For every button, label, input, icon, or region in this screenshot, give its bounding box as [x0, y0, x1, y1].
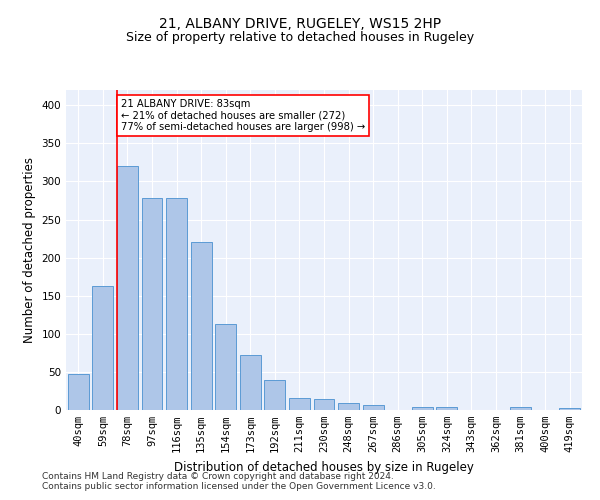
Y-axis label: Number of detached properties: Number of detached properties — [23, 157, 36, 343]
Bar — [240, 355, 261, 410]
Bar — [265, 380, 286, 410]
Bar — [362, 404, 383, 410]
Bar — [559, 408, 580, 410]
Bar — [117, 166, 138, 410]
Text: Contains HM Land Registry data © Crown copyright and database right 2024.: Contains HM Land Registry data © Crown c… — [42, 472, 394, 481]
Text: 21 ALBANY DRIVE: 83sqm
← 21% of detached houses are smaller (272)
77% of semi-de: 21 ALBANY DRIVE: 83sqm ← 21% of detached… — [121, 99, 365, 132]
Bar — [510, 407, 531, 410]
Text: Size of property relative to detached houses in Rugeley: Size of property relative to detached ho… — [126, 31, 474, 44]
Text: 21, ALBANY DRIVE, RUGELEY, WS15 2HP: 21, ALBANY DRIVE, RUGELEY, WS15 2HP — [159, 18, 441, 32]
X-axis label: Distribution of detached houses by size in Rugeley: Distribution of detached houses by size … — [174, 460, 474, 473]
Bar — [215, 324, 236, 410]
Bar — [314, 398, 334, 410]
Bar — [436, 407, 457, 410]
Bar — [166, 198, 187, 410]
Bar — [142, 198, 163, 410]
Bar — [191, 242, 212, 410]
Bar — [68, 374, 89, 410]
Text: Contains public sector information licensed under the Open Government Licence v3: Contains public sector information licen… — [42, 482, 436, 491]
Bar — [338, 403, 359, 410]
Bar — [412, 407, 433, 410]
Bar — [289, 398, 310, 410]
Bar — [92, 286, 113, 410]
